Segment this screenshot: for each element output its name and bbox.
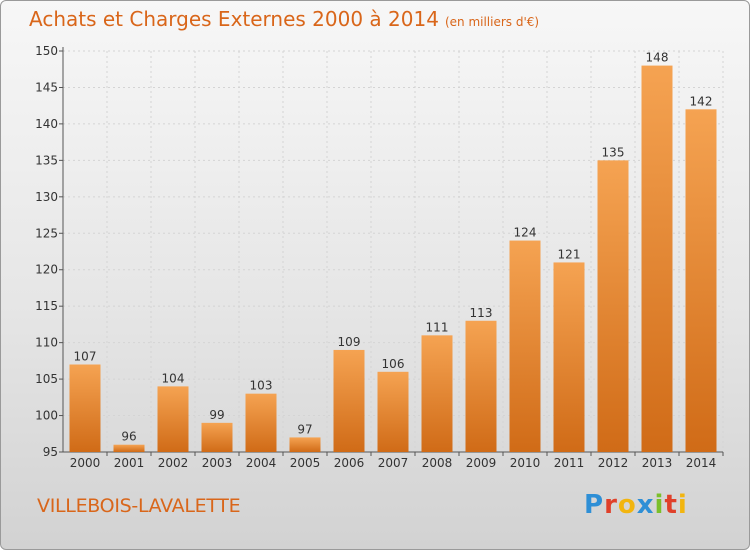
logo-letter: i [654, 490, 665, 520]
data-label-2009: 113 [470, 306, 493, 320]
data-label-2005: 97 [297, 422, 312, 436]
title-text: Achats et Charges Externes 2000 à 2014 [29, 7, 439, 31]
data-label-2012: 135 [602, 145, 625, 159]
proxiti-logo: Proxiti [584, 490, 688, 520]
bar-2010 [509, 240, 541, 452]
bar-2000 [69, 364, 101, 452]
y-tick-label: 145 [35, 80, 58, 94]
bar-2014 [685, 109, 717, 452]
data-label-2007: 106 [382, 357, 405, 371]
x-tick-label-2011: 2011 [554, 456, 585, 470]
x-tick-label-2009: 2009 [466, 456, 497, 470]
logo-letter: o [617, 490, 637, 520]
bar-2003 [201, 422, 233, 452]
data-label-2008: 111 [426, 320, 449, 334]
chart-title: Achats et Charges Externes 2000 à 2014 (e… [29, 7, 539, 31]
bars [69, 65, 717, 452]
x-tick-label-2007: 2007 [378, 456, 409, 470]
x-tick-label-2014: 2014 [686, 456, 717, 470]
bar-2011 [553, 262, 585, 452]
x-tick-label-2002: 2002 [158, 456, 189, 470]
x-tick-label-2005: 2005 [290, 456, 321, 470]
y-tick-label: 120 [35, 263, 58, 277]
data-label-2013: 148 [646, 51, 669, 65]
logo-letter: r [604, 490, 618, 520]
bar-2013 [641, 65, 673, 452]
bar-2007 [377, 371, 409, 452]
bar-2001 [113, 444, 145, 452]
y-tick-label: 105 [35, 372, 58, 386]
y-tick-label: 135 [35, 153, 58, 167]
y-axis-ticks: 95 100 105 110 115 120 125 130 135 140 145 150 [35, 44, 58, 459]
y-tick-label: 110 [35, 336, 58, 350]
data-labels: 107 96 104 99 103 97 109 106 111 113 124 121 135 148 1… [74, 51, 713, 444]
data-label-2014: 142 [690, 94, 713, 108]
y-tick-label: 95 [43, 445, 58, 459]
x-tick-label-2010: 2010 [510, 456, 541, 470]
logo-letter: P [584, 490, 605, 520]
data-label-2002: 104 [162, 371, 185, 385]
bar-2009 [465, 320, 497, 452]
x-tick-label-2000: 2000 [70, 456, 101, 470]
data-label-2004: 103 [250, 379, 273, 393]
logo-letter: t [664, 490, 678, 520]
x-axis-ticks: 2000 2001 2002 2003 2004 2005 2006 2007 2008 2009… [70, 456, 717, 470]
logo-letter: x [636, 490, 655, 520]
data-label-2000: 107 [74, 350, 97, 364]
x-tick-label-2012: 2012 [598, 456, 629, 470]
bar-2006 [333, 349, 365, 452]
data-label-2010: 124 [514, 226, 537, 240]
y-tick-label: 140 [35, 117, 58, 131]
x-tick-label-2004: 2004 [246, 456, 277, 470]
commune-name: VILLEBOIS-LAVALETTE [37, 495, 241, 517]
y-tick-label: 100 [35, 409, 58, 423]
x-tick-label-2001: 2001 [114, 456, 145, 470]
bar-2002 [157, 386, 189, 452]
x-tick-label-2003: 2003 [202, 456, 233, 470]
x-tick-label-2006: 2006 [334, 456, 365, 470]
y-tick-label: 150 [35, 44, 58, 58]
data-label-2011: 121 [558, 247, 581, 261]
data-label-2003: 99 [209, 408, 224, 422]
y-tick-label: 125 [35, 226, 58, 240]
x-tick-label-2008: 2008 [422, 456, 453, 470]
logo-letter: i [677, 490, 688, 520]
y-tick-label: 130 [35, 190, 58, 204]
bar-2008 [421, 335, 453, 452]
unit-label: (en milliers d'€) [444, 15, 540, 29]
bar-2005 [289, 437, 321, 452]
y-tick-label: 115 [35, 299, 58, 313]
data-label-2001: 96 [121, 430, 136, 444]
bar-2004 [245, 393, 277, 452]
bar-2012 [597, 160, 629, 452]
x-tick-label-2013: 2013 [642, 456, 673, 470]
data-label-2006: 109 [338, 335, 361, 349]
